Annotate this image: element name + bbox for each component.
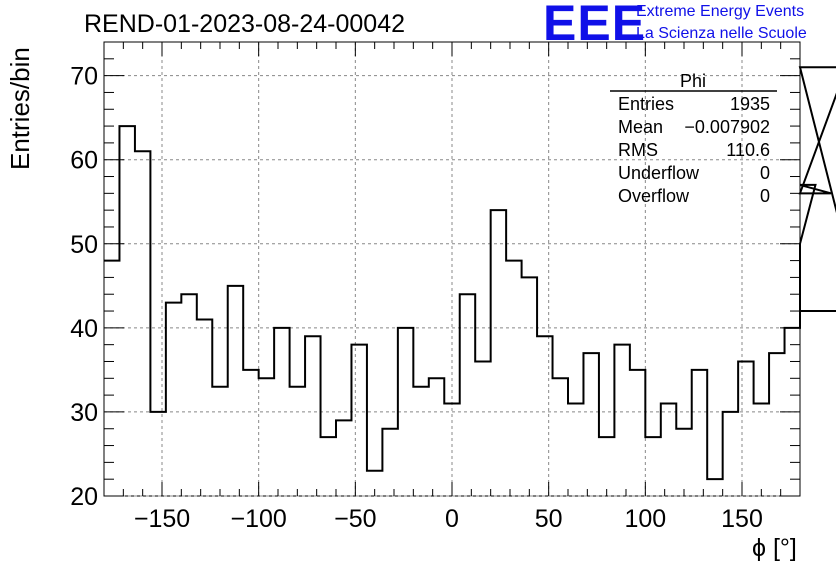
y-tick-label: 40 — [70, 315, 98, 343]
histogram-bin — [290, 387, 305, 496]
stats-rms-label: RMS — [618, 140, 658, 160]
histogram-bin — [553, 378, 568, 496]
histogram-bin — [166, 303, 181, 496]
histogram-bin — [228, 286, 243, 496]
grid-lines — [104, 42, 800, 497]
stats-overflow-value: 0 — [759, 186, 770, 206]
y-tick-label: 70 — [70, 63, 98, 91]
histogram-bin — [738, 361, 753, 496]
histogram-bin — [723, 412, 738, 496]
x-tick-label: 0 — [445, 505, 459, 533]
histogram-outline — [104, 66, 836, 481]
eee-logo: EEE — [543, 0, 647, 51]
run-title: REND-01-2023-08-24-00042 — [84, 10, 406, 38]
histogram-bin — [259, 378, 274, 496]
y-tick-label: 30 — [70, 399, 98, 427]
histogram-bin — [599, 437, 614, 496]
y-tick-label: 20 — [70, 483, 98, 511]
histogram-bin — [382, 429, 397, 496]
y-tick-label: 50 — [70, 231, 98, 259]
axis-ticks — [103, 41, 801, 497]
histogram-bin — [351, 345, 366, 496]
histogram-bin — [336, 420, 351, 496]
histogram-bin — [413, 387, 428, 496]
histogram-bin — [506, 261, 521, 496]
histogram-bin — [676, 429, 691, 496]
histogram-bin — [305, 336, 320, 496]
histogram-bin — [274, 328, 289, 496]
stats-entries-value: 1935 — [729, 94, 770, 114]
histogram-bin — [321, 437, 336, 496]
histogram-bin — [630, 370, 645, 496]
x-tick-label: −50 — [334, 505, 376, 533]
histogram-bin — [243, 370, 258, 496]
histogram-bin — [645, 437, 660, 496]
stats-mean-value: −0.007902 — [684, 117, 770, 137]
histogram-bin — [475, 361, 490, 496]
histogram-bin — [197, 319, 212, 496]
y-tick-label: 60 — [70, 147, 98, 175]
stats-box-title: Phi — [680, 71, 707, 91]
histogram-bin — [707, 479, 722, 496]
x-tick-label: 150 — [721, 505, 763, 533]
histogram-bin — [769, 353, 784, 496]
x-tick-label: 50 — [535, 505, 563, 533]
tick-labels: −150 −100 −50 0 50 100 150 20 30 40 50 60 70 — [70, 63, 763, 533]
histogram-bin — [150, 412, 165, 496]
histogram-bin — [212, 387, 227, 496]
histogram-bin — [522, 277, 537, 496]
stats-entries-label: Entries — [618, 94, 675, 114]
x-axis-label: ϕ [°] — [752, 534, 797, 562]
histogram-bin — [661, 404, 676, 496]
x-tick-label: −100 — [231, 505, 287, 533]
stats-overflow-label: Overflow — [618, 186, 690, 206]
histogram-bin — [614, 345, 629, 496]
histogram-bin — [692, 370, 707, 496]
stats-mean-label: Mean — [618, 117, 664, 137]
histogram-bin — [135, 151, 150, 496]
histogram-bin — [537, 336, 552, 496]
stats-underflow-value: 0 — [759, 163, 770, 183]
logo-line-2: La Scienza nelle Scuole — [636, 25, 807, 42]
histogram-bin — [181, 294, 196, 496]
histogram-bin — [460, 294, 475, 496]
y-axis-label: Entries/bin — [5, 47, 35, 170]
stats-rms-value: 110.6 — [726, 140, 770, 160]
stats-underflow-label: Underflow — [618, 163, 700, 183]
histogram-bin — [568, 404, 583, 496]
histogram-bin — [491, 210, 506, 496]
histogram-bin — [583, 353, 598, 496]
logo-line-1: Extreme Energy Events — [636, 3, 805, 20]
histogram-bin — [429, 378, 444, 496]
x-tick-label: 100 — [624, 505, 666, 533]
histogram-bin — [754, 404, 769, 496]
histogram-bin — [119, 126, 134, 496]
x-tick-label: −150 — [134, 505, 190, 533]
